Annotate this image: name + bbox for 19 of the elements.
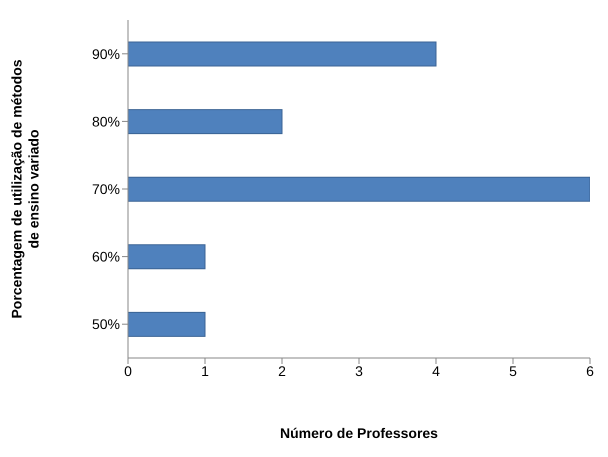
x-tick-label: 4 [432, 362, 440, 379]
x-axis-title: Número de Professores [280, 424, 438, 441]
x-tick-label: 5 [509, 362, 518, 379]
bar [128, 109, 282, 134]
bar [128, 312, 206, 337]
y-tick-label: 50% [92, 316, 120, 332]
y-tick-label: 70% [92, 180, 120, 197]
bar [128, 176, 590, 202]
x-tick-label: 0 [124, 362, 132, 379]
x-tick-label: 3 [355, 362, 364, 379]
x-tick-label: 6 [586, 362, 594, 379]
x-tick-label: 2 [278, 362, 286, 379]
y-tick-label: 90% [92, 46, 120, 62]
bar [128, 42, 436, 66]
x-tick-label: 1 [201, 362, 210, 379]
y-tick-label: 60% [92, 248, 120, 265]
bar [128, 244, 206, 270]
y-axis-title: Porcentagem de utilização de métodos de ensino variado [8, 59, 42, 319]
y-tick-label: 80% [92, 113, 120, 130]
